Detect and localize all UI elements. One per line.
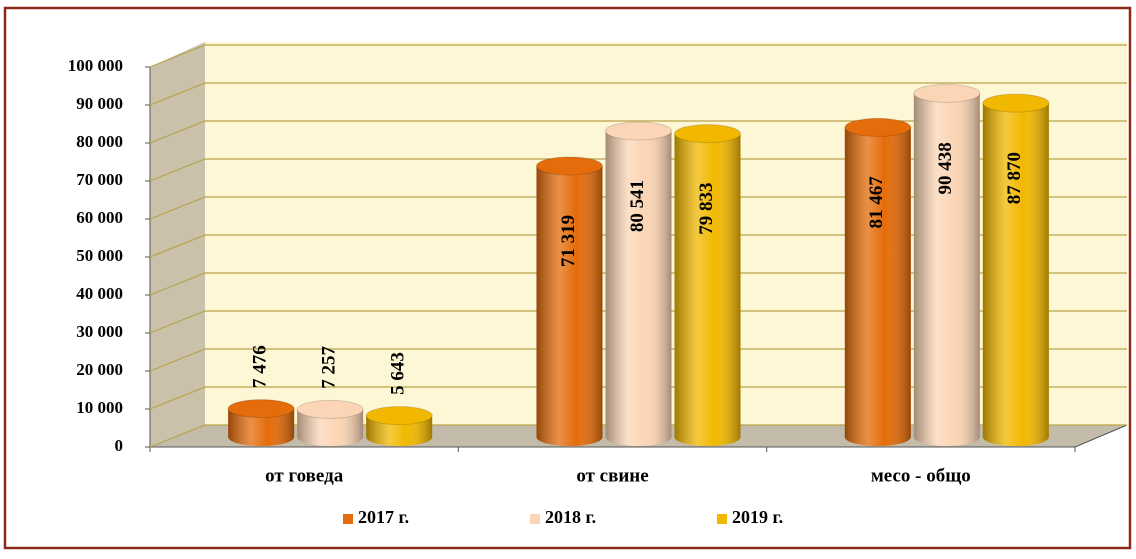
legend-swatch	[343, 514, 353, 524]
bar-cap	[227, 399, 295, 419]
grid-line	[149, 158, 1127, 182]
grid-line	[149, 386, 1127, 410]
grid-line	[149, 120, 1127, 144]
x-tick-label: от свине	[576, 465, 648, 486]
y-tick-label: 50 000	[76, 246, 123, 265]
bar-cap	[982, 93, 1050, 113]
y-tick-label: 0	[115, 436, 124, 455]
bar-cap	[913, 83, 981, 103]
grid-line	[149, 348, 1127, 372]
y-tick-label: 90 000	[76, 94, 123, 113]
plot: 0 10 000 20 000 30 000 40 000 50 000 60 000 70 …	[68, 44, 1127, 527]
value-label: 90 438	[935, 142, 956, 194]
x-tick-label: от говеда	[265, 465, 344, 486]
grid-line	[149, 272, 1127, 296]
value-label: 7 476	[250, 345, 271, 388]
legend-label: 2018 г.	[545, 507, 596, 527]
value-label: 87 870	[1004, 152, 1025, 204]
y-tick-label: 40 000	[76, 284, 123, 303]
bar-shading	[913, 93, 980, 446]
bar-shading	[982, 103, 1049, 447]
value-label: 80 541	[627, 180, 648, 232]
bar-shading	[536, 165, 603, 446]
bar-cap	[844, 117, 912, 137]
grid-line	[149, 424, 1127, 448]
side-wall	[150, 42, 205, 447]
bar-shading	[674, 133, 741, 447]
y-tick-label: 10 000	[76, 398, 123, 417]
bar-cap	[296, 399, 364, 419]
grid-line	[149, 310, 1127, 334]
y-tick-label: 70 000	[76, 170, 123, 189]
bar-cap	[536, 156, 603, 176]
legend-swatch	[530, 514, 540, 524]
y-tick-label: 60 000	[76, 208, 123, 227]
value-label: 79 833	[696, 183, 717, 235]
grid-line	[149, 44, 1127, 68]
x-tick-label: месо - общо	[871, 465, 971, 486]
value-label: 5 643	[388, 352, 409, 395]
y-tick-label: 30 000	[76, 322, 123, 341]
y-tick-label: 80 000	[76, 132, 123, 151]
legend-label: 2019 г.	[732, 507, 783, 527]
bar-shading	[228, 408, 295, 446]
value-label: 7 257	[319, 346, 340, 389]
floor-edge	[1074, 424, 1128, 448]
bar-cap	[605, 121, 672, 141]
grid-line	[149, 196, 1127, 220]
bar-shading	[844, 127, 911, 446]
y-tick-label: 100 000	[68, 56, 123, 75]
y-tick-label: 20 000	[76, 360, 123, 379]
grid-line	[149, 82, 1127, 106]
bar-cap	[674, 124, 741, 144]
legend-swatch	[717, 514, 727, 524]
value-label: 81 467	[866, 176, 887, 229]
bar-shading	[605, 130, 672, 446]
value-label: 71 319	[558, 215, 579, 267]
bar-cap	[365, 406, 433, 426]
legend-label: 2017 г.	[358, 507, 409, 527]
grid-line	[149, 234, 1127, 258]
bar-shading	[297, 409, 364, 446]
